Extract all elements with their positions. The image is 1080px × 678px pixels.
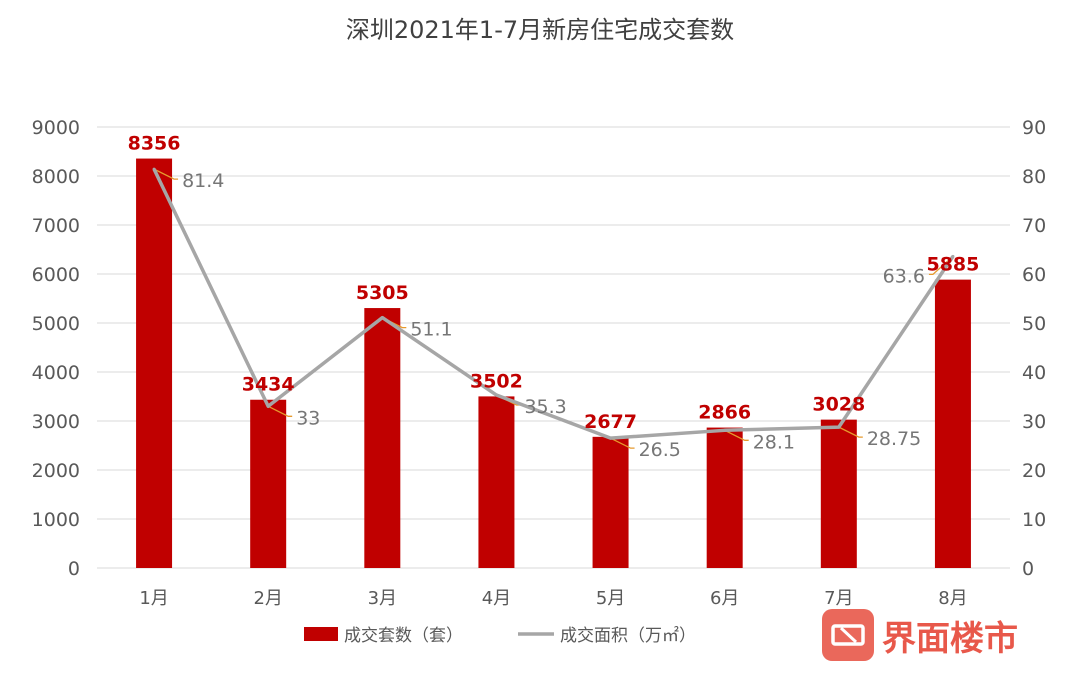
bar-value-label: 2677 — [584, 411, 637, 433]
bar — [934, 279, 971, 568]
line-point — [951, 254, 955, 258]
left-axis: 0 1000 2000 3000 4000 5000 6000 7000 8000 9000 — [32, 117, 80, 580]
legend-bar-swatch — [304, 627, 338, 641]
left-tick-label: 6000 — [32, 264, 80, 286]
leader-line — [610, 437, 635, 449]
line-point — [494, 393, 498, 397]
right-tick-label: 50 — [1022, 313, 1046, 335]
bar-series — [136, 158, 971, 568]
line-value-label: 51.1 — [410, 319, 452, 341]
leader-line — [724, 429, 749, 441]
line-value-label: 63.6 — [883, 265, 925, 287]
x-tick-label: 3月 — [368, 588, 397, 609]
line-value-label: 35.3 — [524, 396, 566, 418]
right-tick-label: 90 — [1022, 117, 1046, 139]
right-axis: 0 10 20 30 40 50 60 70 80 90 — [1022, 117, 1046, 580]
watermark: 界面楼市 — [822, 609, 1018, 661]
bar-value-label: 3028 — [812, 394, 865, 416]
bar — [250, 399, 287, 568]
bar-value-label: 8356 — [128, 133, 181, 155]
bar — [136, 158, 173, 568]
bar-value-label: 3502 — [470, 370, 523, 392]
line-point — [266, 404, 270, 408]
logo-mark — [839, 626, 858, 644]
right-tick-label: 40 — [1022, 362, 1046, 384]
bar — [706, 427, 743, 568]
line-series — [152, 167, 955, 440]
line-point — [152, 167, 156, 171]
left-tick-label: 1000 — [32, 509, 80, 531]
left-tick-label: 7000 — [32, 215, 80, 237]
line-path — [152, 168, 955, 440]
x-tick-label: 5月 — [596, 588, 625, 609]
x-tick-label: 6月 — [710, 588, 739, 609]
left-tick-label: 4000 — [32, 362, 80, 384]
line-value-label: 28.1 — [753, 431, 795, 453]
chart-title: 深圳2021年1-7月新房住宅成交套数 — [346, 16, 734, 44]
right-tick-label: 10 — [1022, 509, 1046, 531]
left-tick-label: 9000 — [32, 117, 80, 139]
left-tick-label: 5000 — [32, 313, 80, 335]
x-tick-label: 1月 — [139, 588, 168, 609]
jiemian-logo-icon — [822, 609, 874, 661]
leader-line — [928, 255, 954, 276]
right-tick-label: 60 — [1022, 264, 1046, 286]
data-labels: 8356 3434 5305 3502 2677 2866 3028 5885 81.4 33 51… — [128, 133, 980, 462]
line-point — [723, 428, 727, 432]
bar-value-label: 2866 — [698, 402, 751, 424]
line-point — [609, 436, 613, 440]
line-point — [380, 316, 384, 320]
left-tick-label: 2000 — [32, 460, 80, 482]
right-tick-label: 20 — [1022, 460, 1046, 482]
x-tick-label: 8月 — [938, 588, 967, 609]
x-tick-label: 7月 — [824, 588, 853, 609]
bar — [592, 436, 629, 568]
line-value-label: 28.75 — [867, 428, 921, 450]
bar — [364, 308, 401, 568]
x-tick-label: 4月 — [482, 588, 511, 609]
line-value-label: 26.5 — [639, 439, 681, 461]
line-value-label: 81.4 — [182, 170, 224, 192]
right-tick-label: 0 — [1022, 558, 1034, 580]
bar-value-label: 3434 — [242, 374, 295, 396]
leader-line — [838, 426, 863, 438]
right-tick-label: 30 — [1022, 411, 1046, 433]
bar — [820, 419, 857, 568]
left-tick-label: 3000 — [32, 411, 80, 433]
right-tick-label: 70 — [1022, 215, 1046, 237]
left-tick-label: 0 — [68, 558, 80, 580]
legend-bar-label: 成交套数（套） — [344, 626, 463, 646]
line-value-label: 33 — [296, 407, 320, 429]
line-point — [837, 425, 841, 429]
bar-value-label: 5885 — [926, 254, 979, 276]
logo-mark — [831, 624, 865, 646]
grid-lines — [97, 126, 1010, 569]
bar-value-label: 5305 — [356, 282, 409, 304]
left-tick-label: 8000 — [32, 166, 80, 188]
legend: 成交套数（套） 成交面积（万㎡） — [304, 626, 696, 646]
x-tick-label: 2月 — [253, 588, 282, 609]
leader-line — [267, 405, 293, 417]
x-axis: 1月 2月 3月 4月 5月 6月 7月 8月 — [139, 588, 967, 609]
leader-line — [153, 168, 179, 180]
watermark-text: 界面楼市 — [882, 619, 1018, 659]
bar — [478, 396, 515, 568]
right-tick-label: 80 — [1022, 166, 1046, 188]
legend-line-label: 成交面积（万㎡） — [560, 626, 696, 646]
